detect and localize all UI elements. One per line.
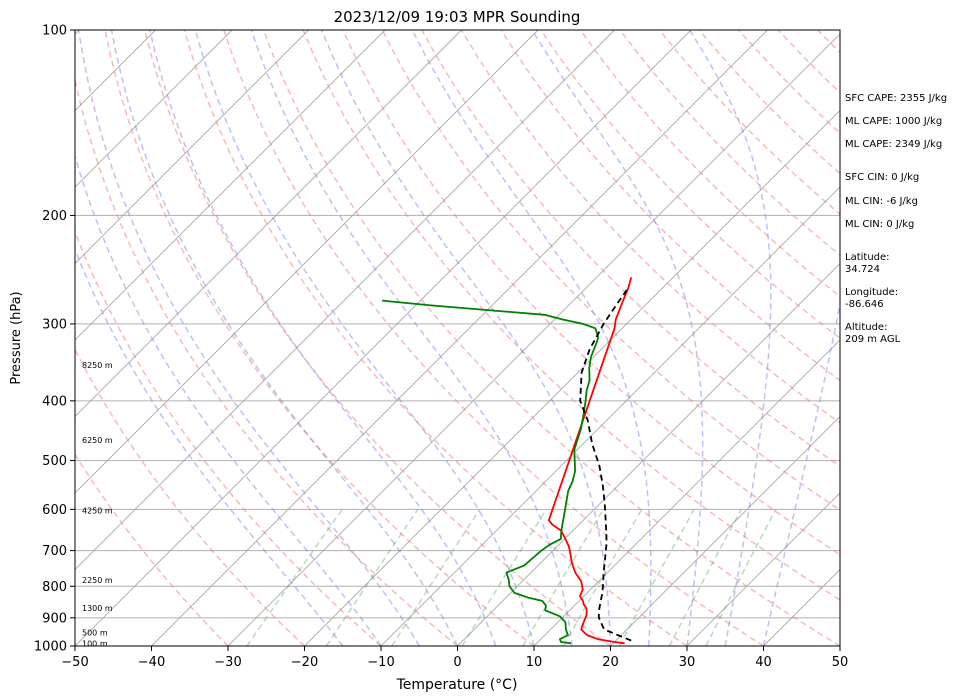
dry-adiabat: [75, 229, 382, 646]
info-altitude: Altitude: 209 m AGL: [845, 322, 901, 345]
x-tick-label: −10: [367, 655, 394, 670]
x-tick-label: −20: [291, 655, 318, 670]
y-tick-label: 200: [42, 209, 67, 224]
isotherm-line: [227, 33, 840, 646]
info-sfc-cin: SFC CIN: 0 J/kg: [845, 172, 920, 183]
height-label: 4250 m: [82, 507, 113, 516]
height-label: 8250 m: [82, 361, 113, 370]
isotherm-line: [75, 30, 615, 571]
y-tick-label: 700: [42, 544, 67, 559]
height-label: 1300 m: [82, 604, 113, 613]
info-ml-cape-2: ML CAPE: 2349 J/kg: [845, 139, 943, 150]
isotherm-line: [686, 492, 840, 646]
info-sfc-cape: SFC CAPE: 2355 J/kg: [845, 93, 948, 104]
mixing-ratio-line: [325, 508, 419, 646]
isotherm-line: [533, 339, 840, 646]
dry-adiabat: [579, 30, 840, 298]
mixing-ratio-line: [705, 508, 777, 646]
y-tick-label: 900: [42, 611, 67, 626]
parcel-path-line: [579, 287, 632, 642]
y-tick-label: 1000: [34, 640, 67, 655]
dry-adiabat: [104, 30, 535, 646]
moist-adiabat: [411, 30, 652, 646]
x-tick-label: 20: [602, 655, 619, 670]
height-label: 6250 m: [82, 436, 113, 445]
info-ml-cin-1: ML CIN: -6 J/kg: [845, 196, 918, 207]
moist-adiabat: [762, 300, 840, 646]
temperature-line: [547, 277, 633, 645]
x-tick-label: 50: [832, 655, 849, 670]
mixing-ratio-line: [391, 508, 481, 646]
mixing-ratio-line: [668, 508, 742, 646]
x-tick-label: −50: [61, 655, 88, 670]
y-tick-label: 800: [42, 580, 67, 595]
moist-adiabat: [110, 30, 459, 646]
y-axis-label: Pressure (hPa): [9, 291, 24, 384]
moist-adiabat: [149, 30, 497, 646]
info-ml-cape-1: ML CAPE: 1000 J/kg: [845, 116, 943, 127]
height-label: 100 m: [82, 639, 108, 648]
isotherm-line: [75, 30, 539, 494]
isotherm-line: [610, 415, 840, 646]
x-tick-label: 40: [755, 655, 772, 670]
isotherm-line: [75, 30, 233, 188]
x-tick-label: 0: [453, 655, 461, 670]
x-tick-label: −30: [214, 655, 241, 670]
x-tick-label: 30: [679, 655, 696, 670]
x-axis-label: Temperature (°C): [396, 677, 518, 693]
y-tick-label: 100: [42, 24, 67, 39]
moist-adiabat: [75, 153, 382, 646]
dry-adiabat: [143, 30, 611, 646]
mixing-ratio-line: [562, 508, 643, 646]
dry-adiabat: [75, 347, 306, 646]
mixing-ratio-line: [522, 508, 605, 646]
moist-adiabat: [531, 30, 704, 646]
isotherm-line: [151, 30, 768, 646]
isotherm-line: [457, 262, 840, 646]
plot-frame: [74, 29, 841, 647]
y-tick-label: 600: [42, 503, 67, 518]
mixing-ratio-line: [461, 508, 547, 646]
isotherm-line: [75, 30, 309, 265]
info-latitude: Latitude: 34.724: [845, 252, 890, 275]
moist-adiabat: [689, 30, 772, 646]
dry-adiabat: [75, 452, 229, 646]
isotherm-line: [75, 30, 386, 341]
dry-adiabat: [183, 30, 688, 646]
dewpoint-line: [382, 299, 600, 645]
isotherm-line: [75, 30, 462, 418]
mixing-ratio-line: [246, 508, 343, 646]
moist-adiabat: [77, 30, 420, 646]
dry-adiabat: [75, 76, 458, 646]
moist-adiabat: [320, 30, 612, 646]
dry-adiabat: [262, 30, 840, 646]
moist-adiabat: [75, 247, 344, 646]
isotherm-line: [75, 30, 692, 646]
height-label: 2250 m: [82, 576, 113, 585]
moist-adiabat: [194, 30, 535, 646]
isotherm-line: [380, 186, 840, 646]
dry-adiabat: [223, 30, 764, 646]
chart-title: 2023/12/09 19:03 MPR Sounding: [334, 8, 581, 26]
moist-adiabat: [250, 30, 574, 646]
x-tick-label: 10: [526, 655, 543, 670]
y-tick-label: 400: [42, 394, 67, 409]
y-tick-label: 500: [42, 454, 67, 469]
mixing-ratio-line: [618, 508, 695, 646]
info-longitude: Longitude: -86.646: [845, 287, 899, 310]
x-tick-label: −40: [138, 655, 165, 670]
isotherm-line: [304, 109, 840, 646]
height-label: 500 m: [82, 628, 108, 637]
info-ml-cin-2: ML CIN: 0 J/kg: [845, 219, 915, 230]
y-tick-label: 300: [42, 317, 67, 332]
